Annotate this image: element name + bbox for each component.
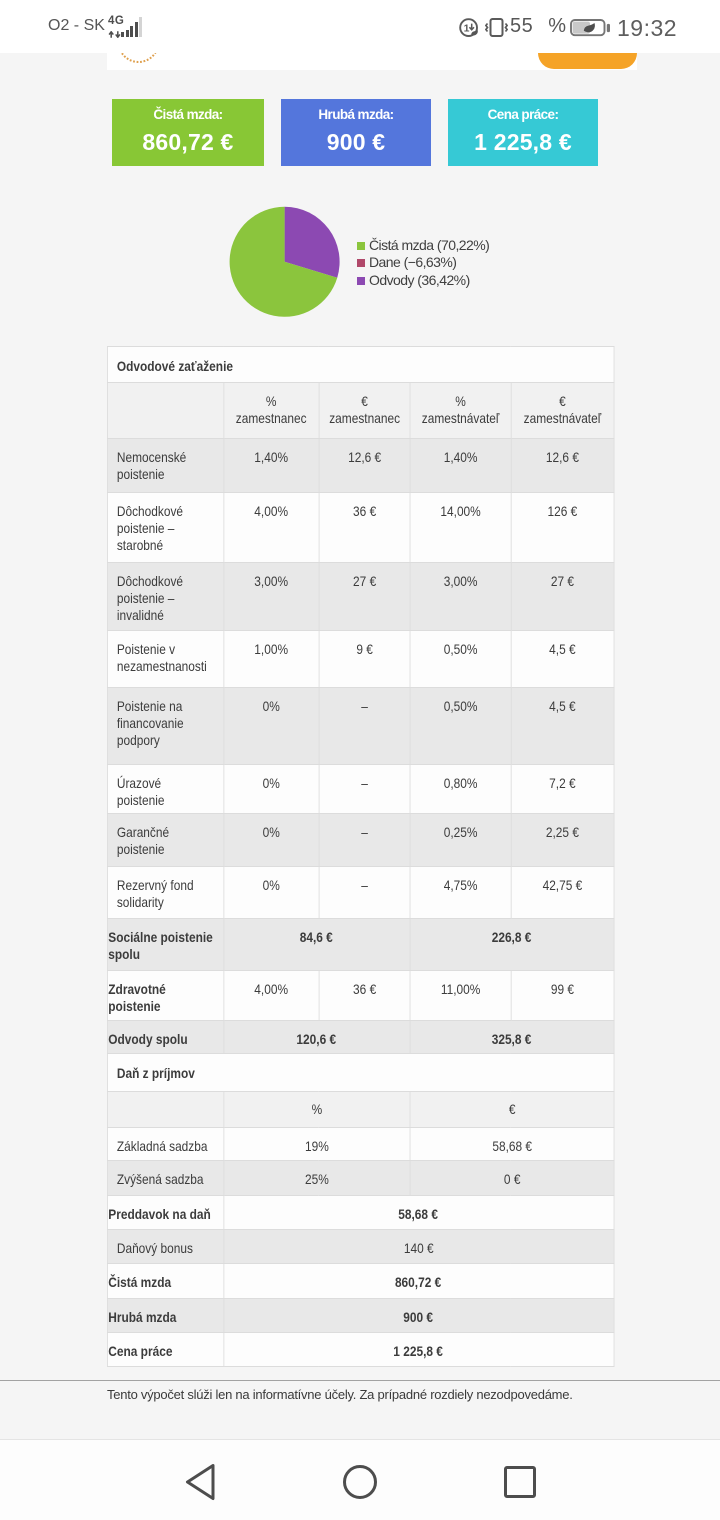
svg-text:1: 1 bbox=[464, 23, 470, 35]
